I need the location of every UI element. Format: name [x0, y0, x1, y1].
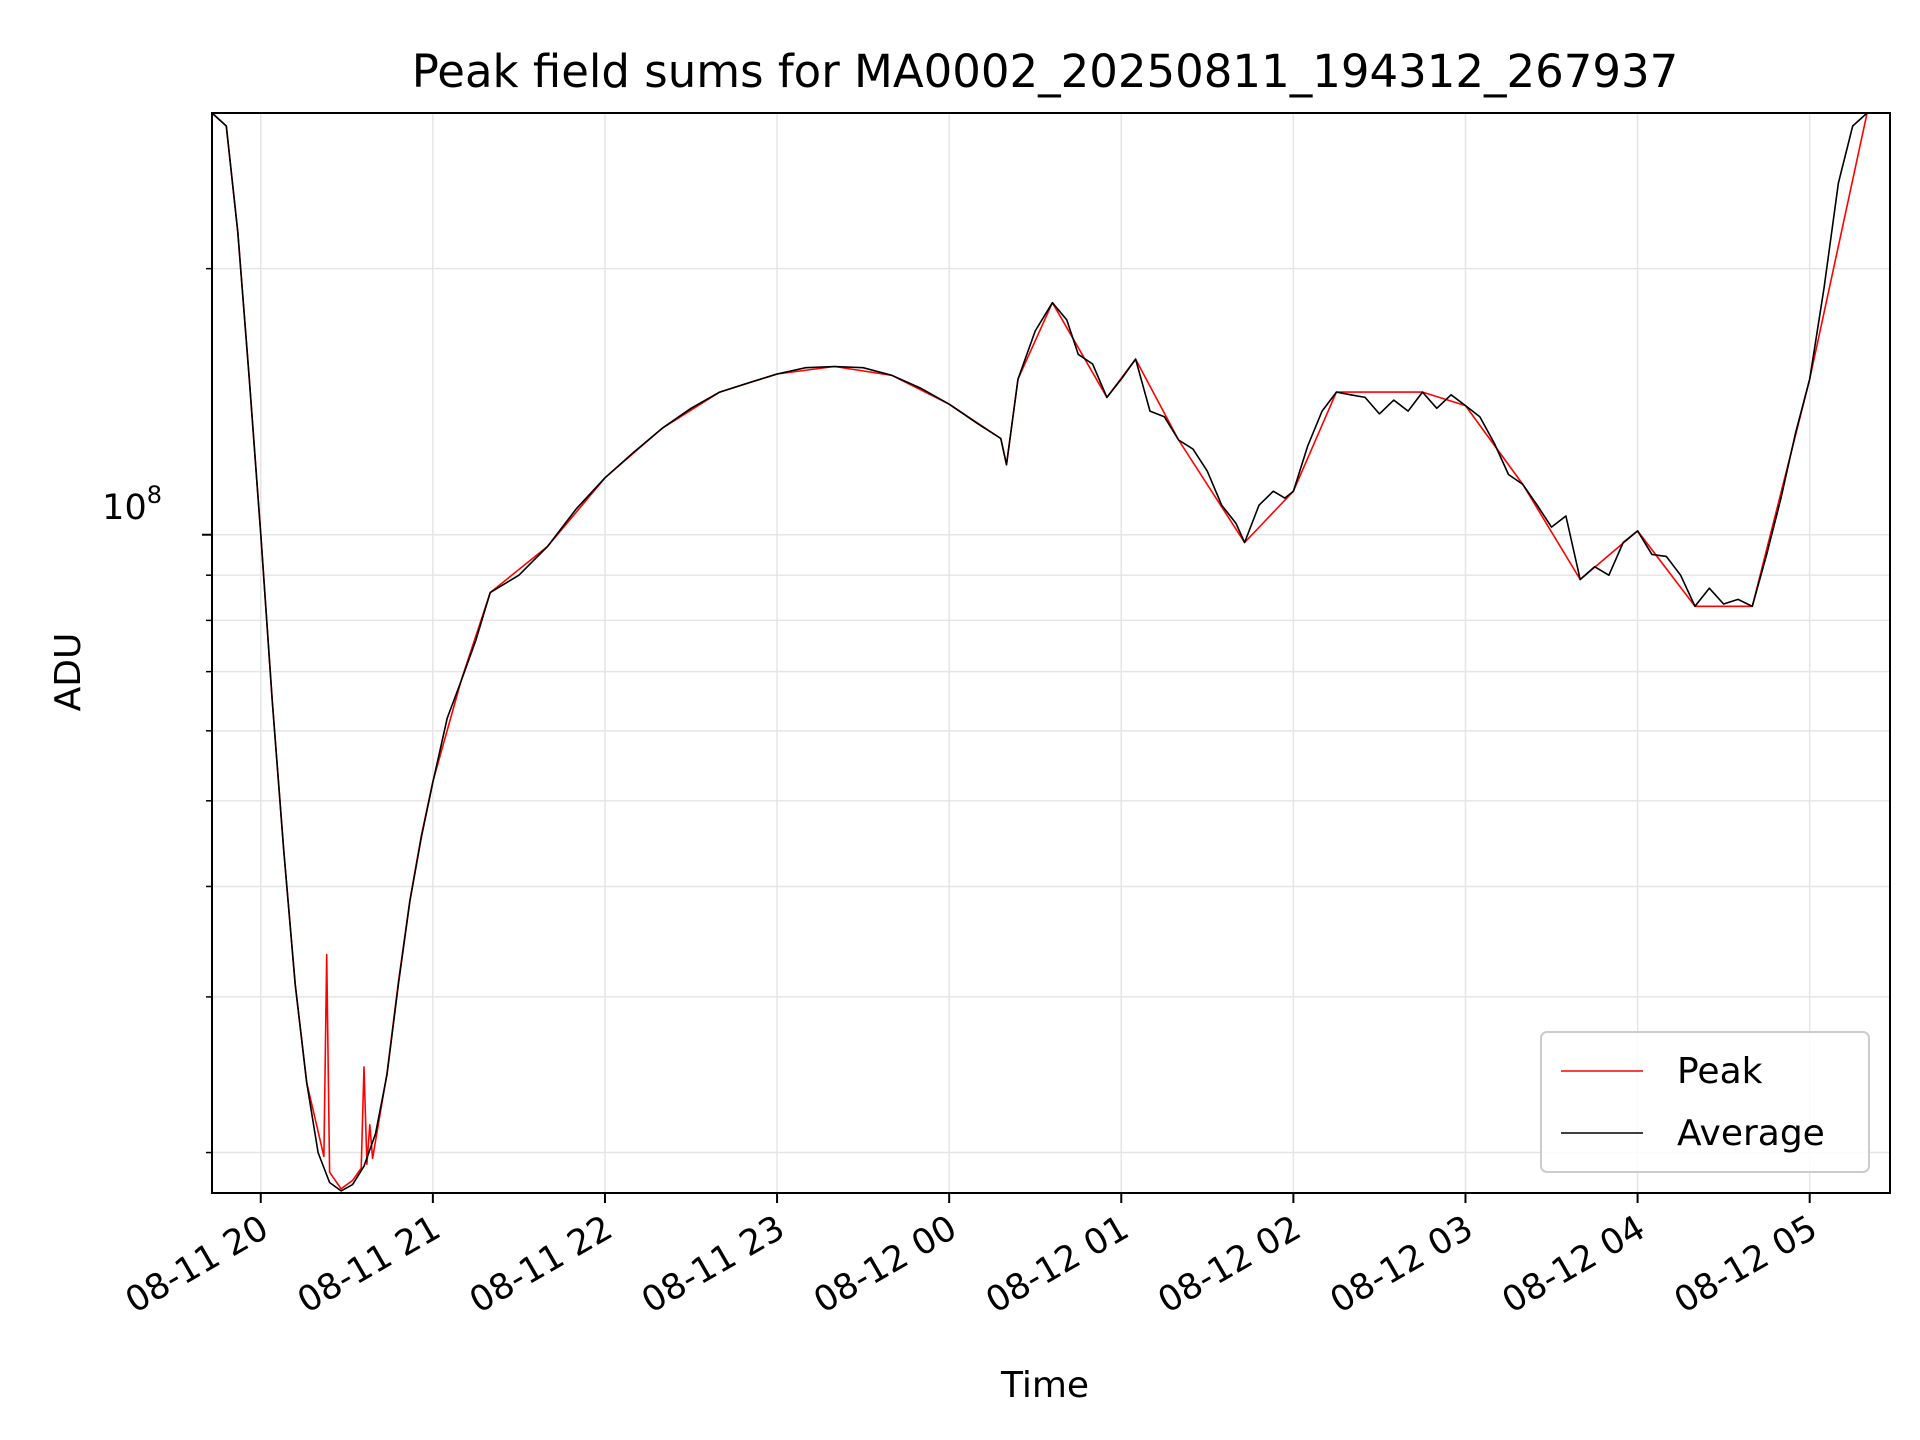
plot-lines	[211, 112, 1890, 1192]
grid	[212, 113, 1890, 1193]
chart-title: Peak field sums for MA0002_20250811_1943…	[412, 45, 1679, 98]
y-axis-label: ADU	[48, 633, 89, 712]
y-tick-label-1e8: 108	[102, 481, 162, 528]
y-tick-exponent: 8	[147, 481, 162, 509]
y-tick-base: 10	[102, 488, 147, 528]
x-axis-label: Time	[1000, 1365, 1089, 1406]
legend-label-peak: Peak	[1677, 1051, 1763, 1092]
legend-label-average: Average	[1677, 1113, 1825, 1154]
legend: Peak Average	[1540, 1031, 1870, 1173]
series-line-average	[211, 112, 1890, 1192]
plot-frame	[211, 112, 1891, 1194]
series-line-peak	[211, 112, 1890, 1190]
legend-box	[1540, 1031, 1870, 1173]
